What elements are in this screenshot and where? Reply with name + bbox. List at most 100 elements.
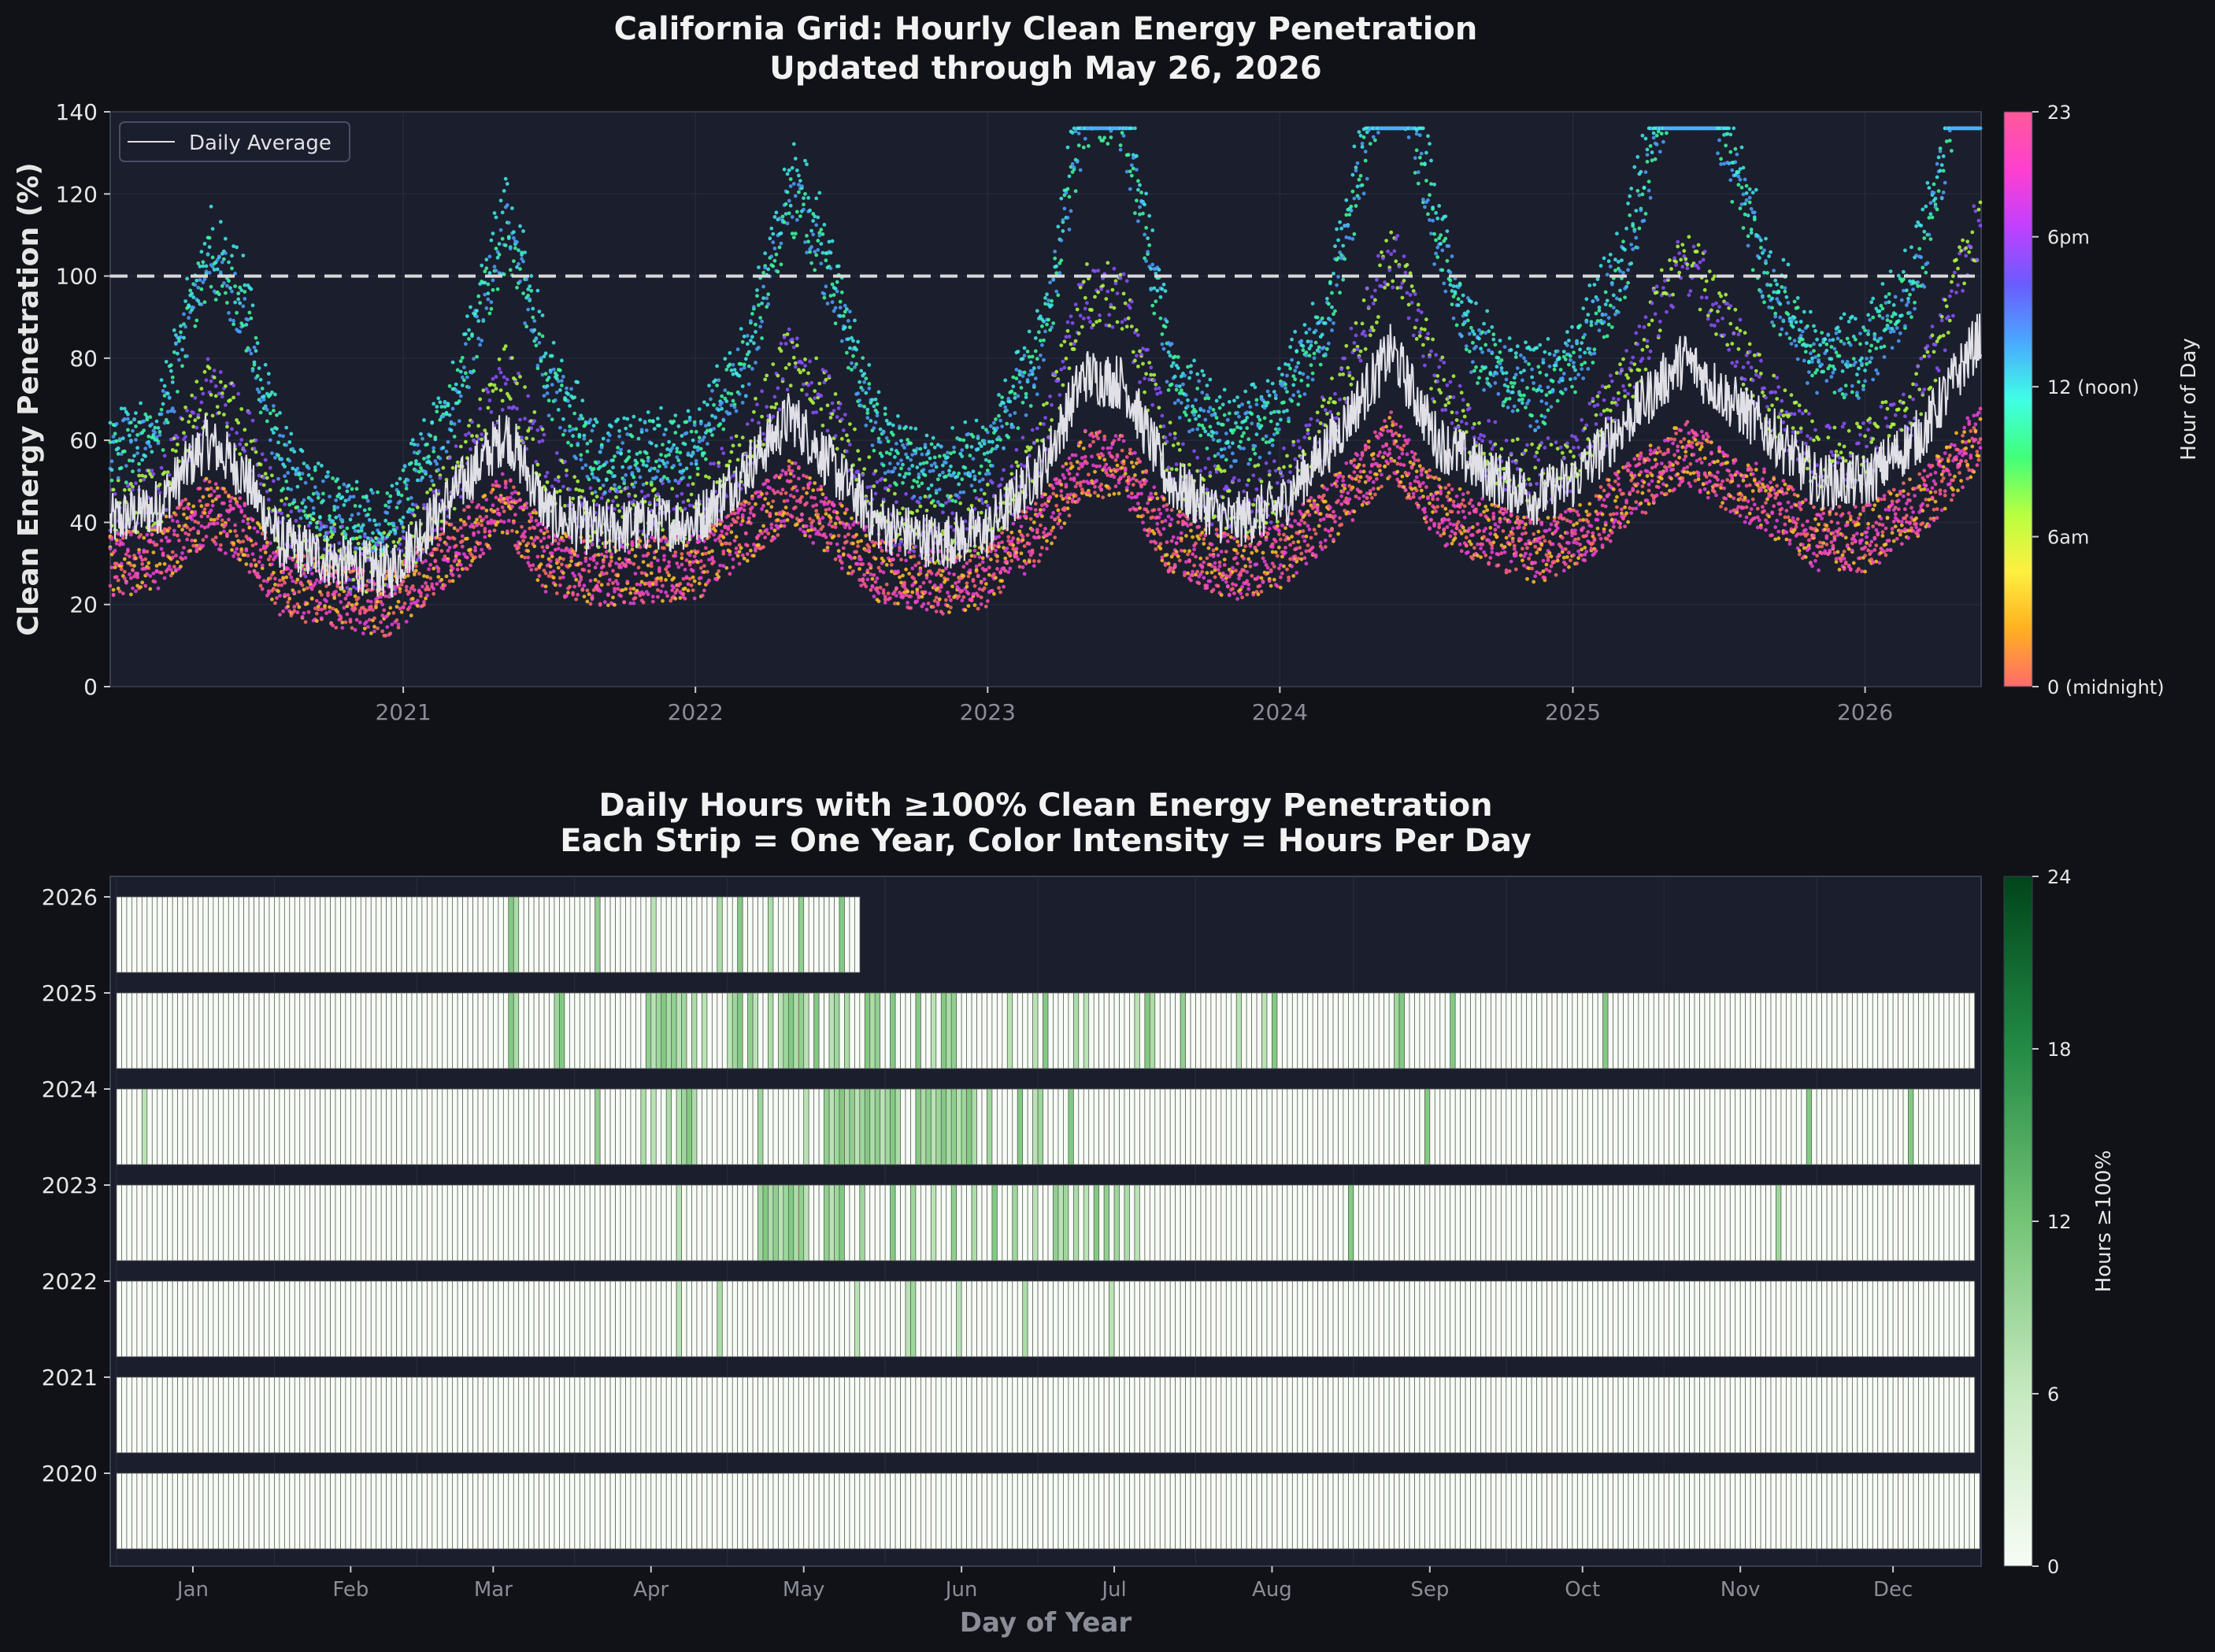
hourly-point — [402, 465, 407, 469]
hourly-point — [601, 436, 606, 441]
hourly-point — [907, 472, 912, 476]
hourly-point — [957, 594, 961, 598]
hourly-point — [260, 387, 265, 391]
hourly-point — [632, 601, 636, 606]
hourly-point — [917, 595, 921, 600]
hourly-point — [766, 479, 771, 483]
hourly-point — [960, 448, 965, 452]
hourly-point — [558, 576, 562, 580]
hourly-point — [904, 558, 908, 563]
hourly-point — [129, 563, 133, 568]
hourly-point — [132, 564, 136, 568]
hourly-point — [689, 492, 694, 497]
hourly-point — [750, 418, 754, 422]
hourly-point — [769, 505, 774, 509]
hourly-point — [113, 548, 117, 553]
hourly-point — [899, 539, 903, 544]
hourly-point — [720, 406, 724, 411]
hourly-point — [132, 417, 136, 422]
hourly-point — [582, 583, 587, 588]
hourly-point — [309, 476, 314, 481]
hourly-point — [387, 611, 391, 616]
hourly-point — [220, 391, 224, 395]
hourly-point — [316, 461, 320, 465]
hourly-point — [278, 578, 282, 583]
hourly-point — [170, 518, 175, 523]
hourly-point — [983, 499, 988, 504]
hourly-point — [869, 587, 873, 592]
hourly-point — [268, 438, 272, 443]
hourly-point — [156, 586, 161, 591]
hourly-point — [574, 427, 579, 432]
hourly-point — [560, 379, 564, 383]
hourly-point — [846, 571, 850, 576]
hourly-point — [667, 564, 671, 569]
hourly-point — [987, 439, 991, 444]
hourly-point — [492, 383, 497, 387]
hourly-point — [839, 504, 844, 508]
hourly-point — [551, 340, 556, 345]
hourly-point — [854, 532, 858, 537]
hourly-point — [209, 379, 213, 383]
hourly-point — [704, 546, 708, 550]
hourly-point — [769, 405, 774, 409]
hourly-point — [909, 555, 913, 559]
hourly-point — [827, 507, 832, 511]
hourly-point — [556, 559, 561, 564]
hourly-point — [830, 412, 835, 417]
hourly-point — [316, 492, 320, 497]
hourly-point — [802, 486, 806, 491]
hourly-point — [478, 515, 483, 519]
hourly-point — [450, 406, 455, 411]
hourly-point — [484, 514, 489, 519]
hourly-point — [374, 606, 378, 609]
hourly-point — [944, 598, 948, 602]
hourly-point — [131, 487, 135, 492]
hourly-point — [247, 570, 252, 574]
hourly-point — [393, 532, 398, 536]
hourly-point — [875, 413, 880, 418]
hourly-point — [848, 565, 852, 569]
hourly-point — [368, 579, 372, 583]
hourly-point — [354, 480, 359, 484]
hourly-point — [646, 563, 650, 568]
hourly-point — [295, 466, 300, 471]
hourly-point — [502, 189, 506, 193]
hourly-point — [585, 450, 590, 454]
hourly-point — [432, 489, 436, 494]
hourly-point — [609, 552, 613, 556]
hourly-point — [539, 539, 543, 543]
hourly-point — [362, 508, 367, 513]
hourly-point — [134, 438, 138, 442]
hourly-point — [912, 554, 917, 558]
hourly-point — [878, 440, 883, 444]
hourly-point — [947, 571, 951, 576]
hourly-point — [222, 529, 226, 534]
hourly-point — [904, 424, 908, 429]
hourly-point — [321, 498, 325, 503]
hourly-point — [235, 245, 239, 250]
hourly-point — [923, 443, 928, 447]
hourly-point — [854, 362, 858, 366]
hourly-point — [695, 560, 700, 565]
hourly-point — [140, 562, 145, 566]
hourly-point — [611, 465, 615, 470]
hourly-point — [217, 254, 221, 258]
hourly-point — [491, 232, 495, 235]
hourly-point — [120, 436, 125, 441]
hourly-point — [720, 543, 724, 546]
hourly-point — [172, 565, 176, 569]
hourly-point — [404, 620, 409, 624]
hourly-point — [176, 443, 180, 446]
hourly-point — [896, 414, 900, 418]
hourly-point — [800, 494, 804, 499]
hourly-point — [225, 283, 229, 288]
hourly-point — [820, 516, 825, 520]
hourly-point — [272, 409, 276, 413]
hourly-point — [441, 465, 446, 470]
hourly-point — [989, 557, 993, 561]
hourly-point — [617, 485, 621, 490]
hourly-point — [944, 461, 948, 465]
hourly-point — [236, 297, 241, 302]
hourly-point — [388, 632, 393, 635]
